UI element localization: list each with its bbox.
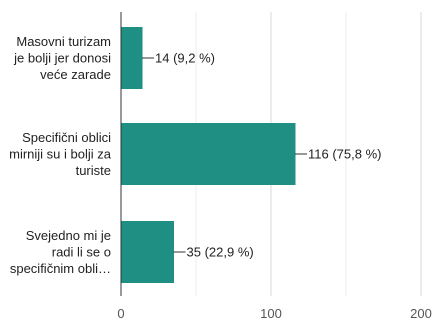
category-label: Specifični oblici [22, 130, 111, 145]
data-label: 35 (22,9 %) [187, 245, 254, 260]
data-label: 116 (75,8 %) [308, 147, 381, 162]
bar [121, 123, 296, 185]
category-label: specifičnim obli… [10, 261, 111, 276]
data-label: 14 (9,2 %) [155, 51, 215, 66]
bar [121, 221, 174, 283]
category-label: Svejedno mi je [26, 228, 111, 243]
category-label: je bolji jer donosi [13, 51, 111, 66]
category-label: Masovni turizam [16, 34, 111, 49]
x-axis-ticks: 0 100 200 [117, 306, 431, 321]
category-label: veće zarade [40, 67, 111, 82]
category-label: radi li se o [52, 245, 111, 260]
category-label: mirniji su i bolji za [9, 147, 112, 162]
data-label-leaders [142, 57, 307, 253]
bars [121, 27, 296, 283]
x-tick-label: 0 [117, 306, 124, 321]
bar [121, 27, 143, 89]
x-tick-label: 200 [410, 306, 432, 321]
x-tick-label: 100 [260, 306, 282, 321]
category-label: turiste [76, 163, 111, 178]
data-labels: 14 (9,2 %) 116 (75,8 %) 35 (22,9 %) [155, 51, 381, 260]
